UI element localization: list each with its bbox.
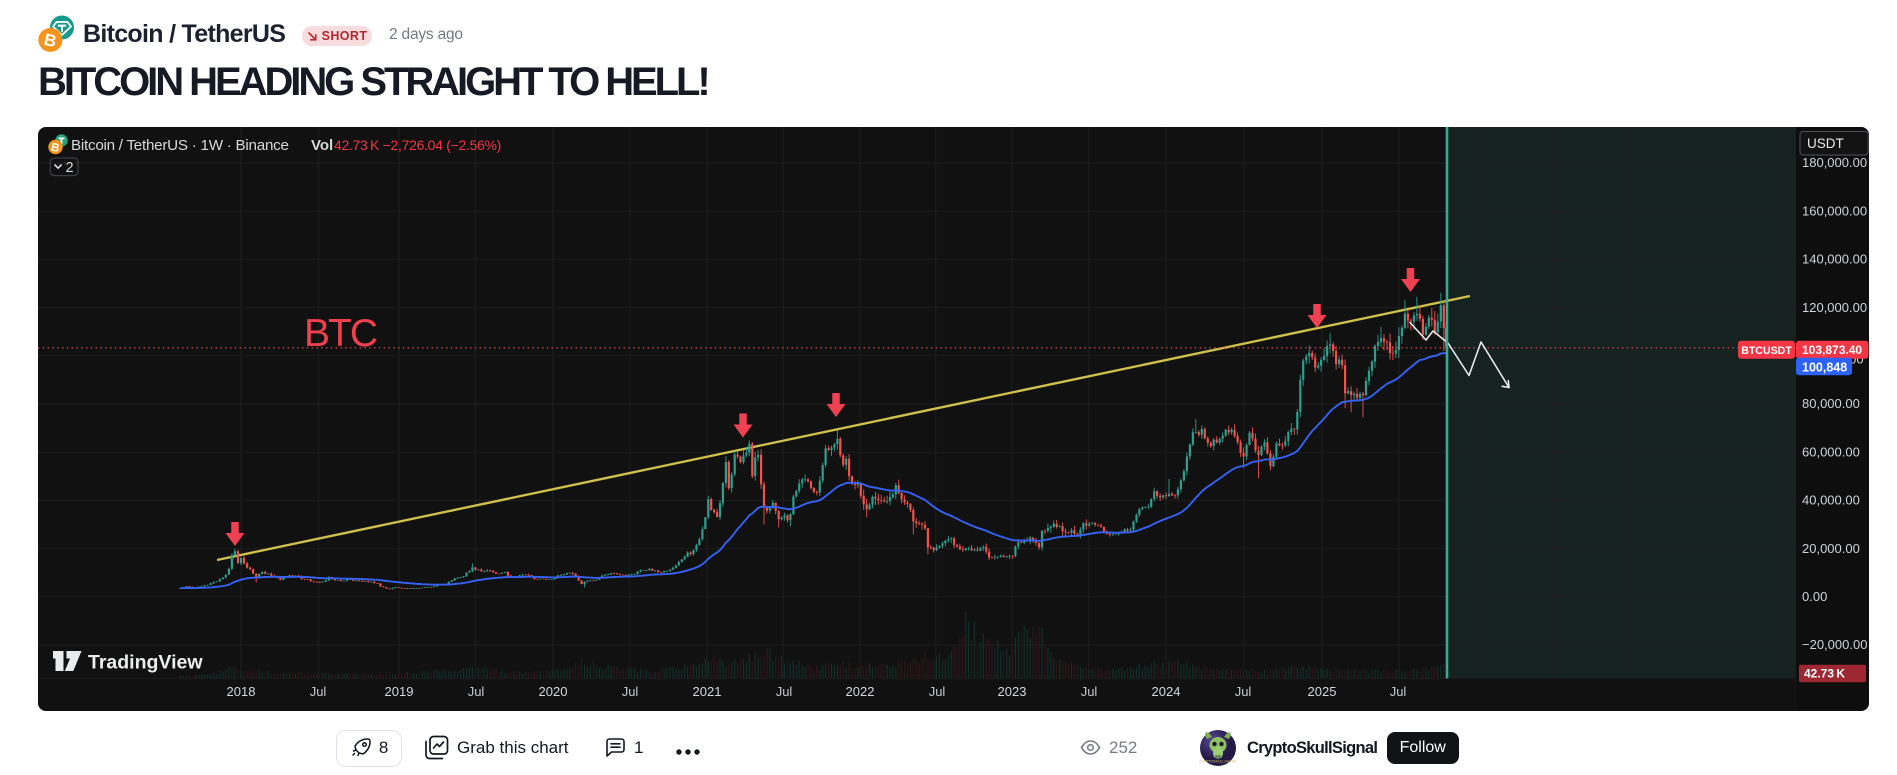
svg-text:Jul: Jul xyxy=(310,684,327,699)
svg-text:BTCUSDT: BTCUSDT xyxy=(1741,345,1792,357)
svg-text:42.73 K −2,726.04 (−2.56%): 42.73 K −2,726.04 (−2.56%) xyxy=(334,137,501,153)
svg-text:Jul: Jul xyxy=(1390,684,1407,699)
svg-text:180,000.00: 180,000.00 xyxy=(1802,155,1867,170)
svg-text:2018: 2018 xyxy=(227,684,256,699)
svg-text:CRYPTOSKULLSIGNAL: CRYPTOSKULLSIGNAL xyxy=(1199,760,1237,764)
svg-text:Jul: Jul xyxy=(929,684,946,699)
svg-text:USDT: USDT xyxy=(1807,136,1844,151)
svg-text:140,000.00: 140,000.00 xyxy=(1802,252,1867,267)
svg-text:Bitcoin / TetherUS · 1W · Bina: Bitcoin / TetherUS · 1W · Binance xyxy=(71,137,289,154)
svg-text:20,000.00: 20,000.00 xyxy=(1802,541,1860,556)
svg-text:160,000.00: 160,000.00 xyxy=(1802,203,1867,218)
svg-text:42.73 K: 42.73 K xyxy=(1804,667,1845,681)
svg-text:B: B xyxy=(42,30,58,51)
svg-text:Jul: Jul xyxy=(1235,684,1252,699)
svg-text:80,000.00: 80,000.00 xyxy=(1802,396,1860,411)
svg-text:40,000.00: 40,000.00 xyxy=(1802,493,1860,508)
svg-text:Jul: Jul xyxy=(1081,684,1098,699)
svg-text:2024: 2024 xyxy=(1152,684,1181,699)
svg-text:2023: 2023 xyxy=(998,684,1027,699)
svg-text:2021: 2021 xyxy=(693,684,722,699)
svg-text:Jul: Jul xyxy=(776,684,793,699)
svg-text:0.00: 0.00 xyxy=(1802,589,1827,604)
svg-text:Jul: Jul xyxy=(622,684,639,699)
svg-text:Jul: Jul xyxy=(468,684,485,699)
svg-text:Vol: Vol xyxy=(311,137,333,154)
svg-text:103,873.40: 103,873.40 xyxy=(1802,343,1862,357)
svg-text:120,000.00: 120,000.00 xyxy=(1802,300,1867,315)
svg-text:2022: 2022 xyxy=(846,684,875,699)
svg-text:TradingView: TradingView xyxy=(88,652,203,674)
svg-text:2: 2 xyxy=(66,160,74,176)
svg-text:2025: 2025 xyxy=(1308,684,1337,699)
svg-text:−20,000.00: −20,000.00 xyxy=(1802,637,1867,652)
svg-text:60,000.00: 60,000.00 xyxy=(1802,444,1860,459)
svg-text:2019: 2019 xyxy=(385,684,414,699)
svg-text:2020: 2020 xyxy=(539,684,568,699)
svg-text:100,848: 100,848 xyxy=(1802,360,1847,374)
svg-text:B: B xyxy=(50,142,61,155)
svg-text:BTC: BTC xyxy=(304,312,377,355)
